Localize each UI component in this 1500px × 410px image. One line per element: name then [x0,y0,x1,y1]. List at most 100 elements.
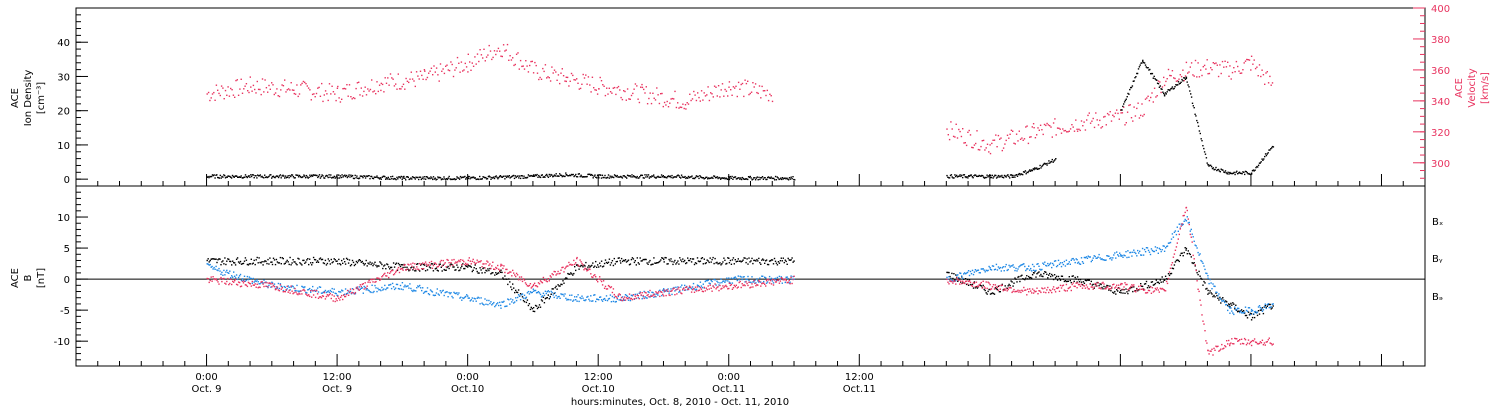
bz-point [1262,344,1265,346]
bx-point [706,259,708,261]
bx-point [712,256,714,259]
bz-point [346,289,349,292]
bz-point [326,294,329,296]
bx-point [1020,275,1022,277]
density-point [726,178,728,180]
density-point [268,175,270,178]
bx-point [998,291,1001,293]
velocity-point [397,73,399,75]
density-point [325,174,328,177]
by-point [495,304,497,307]
bz-point [400,267,403,270]
bz-point [524,282,527,284]
bz-point [360,285,362,288]
density-point [315,174,317,177]
velocity-point [1041,129,1043,131]
bx-point [316,260,319,262]
by-point [697,285,700,287]
bz-point [1074,285,1076,288]
velocity-point [1060,132,1063,134]
velocity-point [531,60,533,63]
velocity-point [1078,128,1080,130]
bx-point [1266,305,1268,307]
bz-point [277,289,280,291]
bx-point [667,263,669,265]
by-point [402,288,404,291]
bz-point [503,265,505,267]
velocity-point [492,56,494,59]
bz-point [1154,287,1157,290]
bx-point [1109,285,1111,287]
velocity-point [356,82,359,84]
bz-point [681,292,683,295]
by-point [555,294,557,297]
density-point [1006,174,1008,177]
density-tick-label: 30 [57,72,70,83]
velocity-point [280,89,282,91]
bx-point [1076,281,1078,283]
density-point [637,177,639,179]
by-point [322,291,325,293]
bz-point [312,294,315,296]
velocity-point [1106,112,1109,115]
x-tick-date-label: Oct. 9 [322,384,352,395]
by-point [287,285,289,287]
bx-point [616,260,618,263]
bx-point [469,265,471,267]
by-point [1049,263,1051,265]
density-point [489,176,491,178]
density-point [1026,171,1028,173]
bx-point [560,283,562,285]
velocity-point [1208,72,1211,75]
bz-point [1249,341,1252,344]
bx-point [441,270,443,272]
bz-point [554,271,556,273]
bx-point [1028,275,1030,278]
density-point [1129,88,1131,91]
by-point [1252,313,1255,315]
bz-point [768,282,771,284]
bz-point [535,285,538,287]
bz-point [357,288,360,290]
bz-point [955,283,957,285]
by-point [571,294,573,296]
density-point [769,177,771,179]
density-point [294,177,296,179]
density-point [713,175,715,177]
velocity-point [207,91,210,94]
velocity-point [228,95,231,97]
bx-point [508,278,510,280]
density-point [954,174,956,176]
bx-point [438,263,440,265]
bz-point [1234,337,1236,340]
velocity-point [612,87,614,89]
by-point [740,276,742,278]
density-point [233,176,235,178]
velocity-point [1224,60,1226,62]
by-point [301,285,303,288]
velocity-point [1144,98,1147,100]
velocity-point [255,92,257,94]
bx-point [557,284,559,286]
density-point [1230,172,1232,175]
bz-point [1242,343,1245,345]
density-point [1142,59,1144,62]
bx-point [317,261,320,263]
bx-point [305,261,307,263]
density-point [1217,168,1220,171]
velocity-point [969,134,972,136]
by-point [963,273,965,275]
density-point [1272,146,1275,148]
velocity-point [1058,127,1060,129]
by-point [1041,268,1043,271]
density-point [657,175,659,178]
bz-point [447,259,449,261]
bz-point [1091,286,1093,288]
density-point [1030,169,1033,171]
bz-point [665,294,667,297]
by-point [958,276,960,279]
density-point [668,175,671,178]
density-point [1204,153,1207,155]
bx-point [957,280,959,282]
density-point [314,174,316,176]
